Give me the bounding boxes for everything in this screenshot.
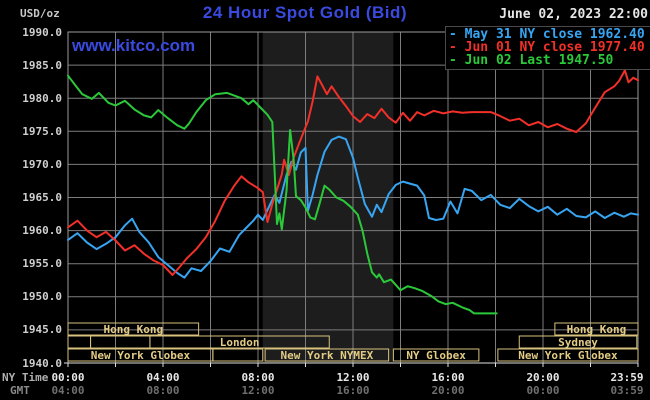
y-axis-tick-label: 1960.0: [22, 224, 62, 238]
y-axis-tick-label: 1950.0: [22, 290, 62, 304]
legend-text: Jun 02 Last 1947.50: [464, 53, 614, 68]
y-axis-tick-label: 1940.0: [22, 356, 62, 370]
session-bar-unlabeled: [67, 335, 92, 349]
y-axis-tick-label: 1975.0: [22, 124, 62, 138]
legend-marker-dash: -: [449, 53, 465, 68]
gmt-tick-label: 12:00: [241, 384, 275, 397]
gmt-tick-label: 04:00: [51, 384, 85, 397]
gmt-axis-caption: GMT: [10, 384, 30, 397]
gmt-tick-label: 03:59: [610, 384, 644, 397]
chart-legend: - May 31 NY close 1962.40- Jun 01 NY clo…: [445, 26, 650, 70]
ny-time-tick-label: 16:00: [431, 371, 465, 384]
gmt-tick-label: 00:00: [526, 384, 560, 397]
y-axis-tick-label: 1985.0: [22, 58, 62, 72]
chart-title: 24 Hour Spot Gold (Bid): [202, 3, 408, 22]
session-bar-ny-globex: [392, 348, 480, 362]
session-bar-new-york-globex: [497, 348, 639, 362]
session-bar-hong-kong: [67, 322, 200, 336]
session-bar-unlabeled: [90, 335, 151, 349]
ny-time-axis-caption: NY Time: [2, 371, 49, 384]
legend-marker-dash: -: [449, 27, 465, 42]
session-bar-hong-kong: [554, 322, 639, 336]
gmt-tick-label: 20:00: [431, 384, 465, 397]
ny-time-tick-label: 04:00: [146, 371, 180, 384]
session-label-london: London: [220, 336, 260, 349]
series-line-jun-01-ny-close: [67, 69, 639, 276]
y-axis-tick-label: 1990.0: [22, 25, 62, 39]
ny-time-tick-label: 00:00: [51, 371, 85, 384]
session-bar-london: [149, 335, 330, 349]
kitco-watermark: www.kitco.com: [72, 36, 196, 55]
ny-time-tick-label: 12:00: [336, 371, 370, 384]
y-axis-tick-label: 1955.0: [22, 257, 62, 271]
session-label-new-york-nymex: New York NYMEX: [281, 349, 374, 362]
series-line-jun-02-last: [67, 74, 498, 315]
y-axis-tick-label: 1970.0: [22, 157, 62, 171]
session-label-new-york-globex: New York Globex: [518, 349, 618, 362]
legend-text: Jun 01 NY close 1977.40: [464, 40, 645, 55]
ny-time-tick-label: 08:00: [241, 371, 275, 384]
session-label-sydney: Sydney: [558, 336, 598, 349]
ny-time-tick-label: 20:00: [526, 371, 560, 384]
session-bar-unlabeled: [212, 348, 264, 362]
session-bar-new-york-nymex: [264, 348, 390, 362]
session-label-hong-kong: Hong Kong: [104, 323, 164, 336]
legend-entry-jun-02-last: - Jun 02 Last 1947.50: [449, 54, 650, 67]
session-label-new-york-globex: New York Globex: [91, 349, 191, 362]
legend-entry-jun-01-ny-close: - Jun 01 NY close 1977.40: [449, 41, 650, 54]
session-label-ny-globex: NY Globex: [406, 349, 466, 362]
y-axis-tick-label: 1965.0: [22, 191, 62, 204]
y-axis-units-label: USD/oz: [20, 7, 60, 20]
legend-text: May 31 NY close 1962.40: [464, 27, 645, 42]
y-axis-tick-label: 1945.0: [22, 323, 62, 337]
y-axis-tick-label: 1980.0: [22, 91, 62, 105]
series-line-may-31-ny-close: [67, 135, 639, 279]
legend-entry-may-31-ny-close: - May 31 NY close 1962.40: [449, 28, 650, 41]
ny-time-tick-label: 23:59: [610, 371, 644, 384]
gmt-tick-label: 16:00: [336, 384, 370, 397]
chart-datetime: June 02, 2023 22:00: [499, 7, 648, 22]
legend-marker-dash: -: [449, 40, 465, 55]
session-bar-sydney: [518, 335, 638, 349]
session-label-hong-kong: Hong Kong: [567, 323, 627, 336]
gmt-tick-label: 08:00: [146, 384, 180, 397]
